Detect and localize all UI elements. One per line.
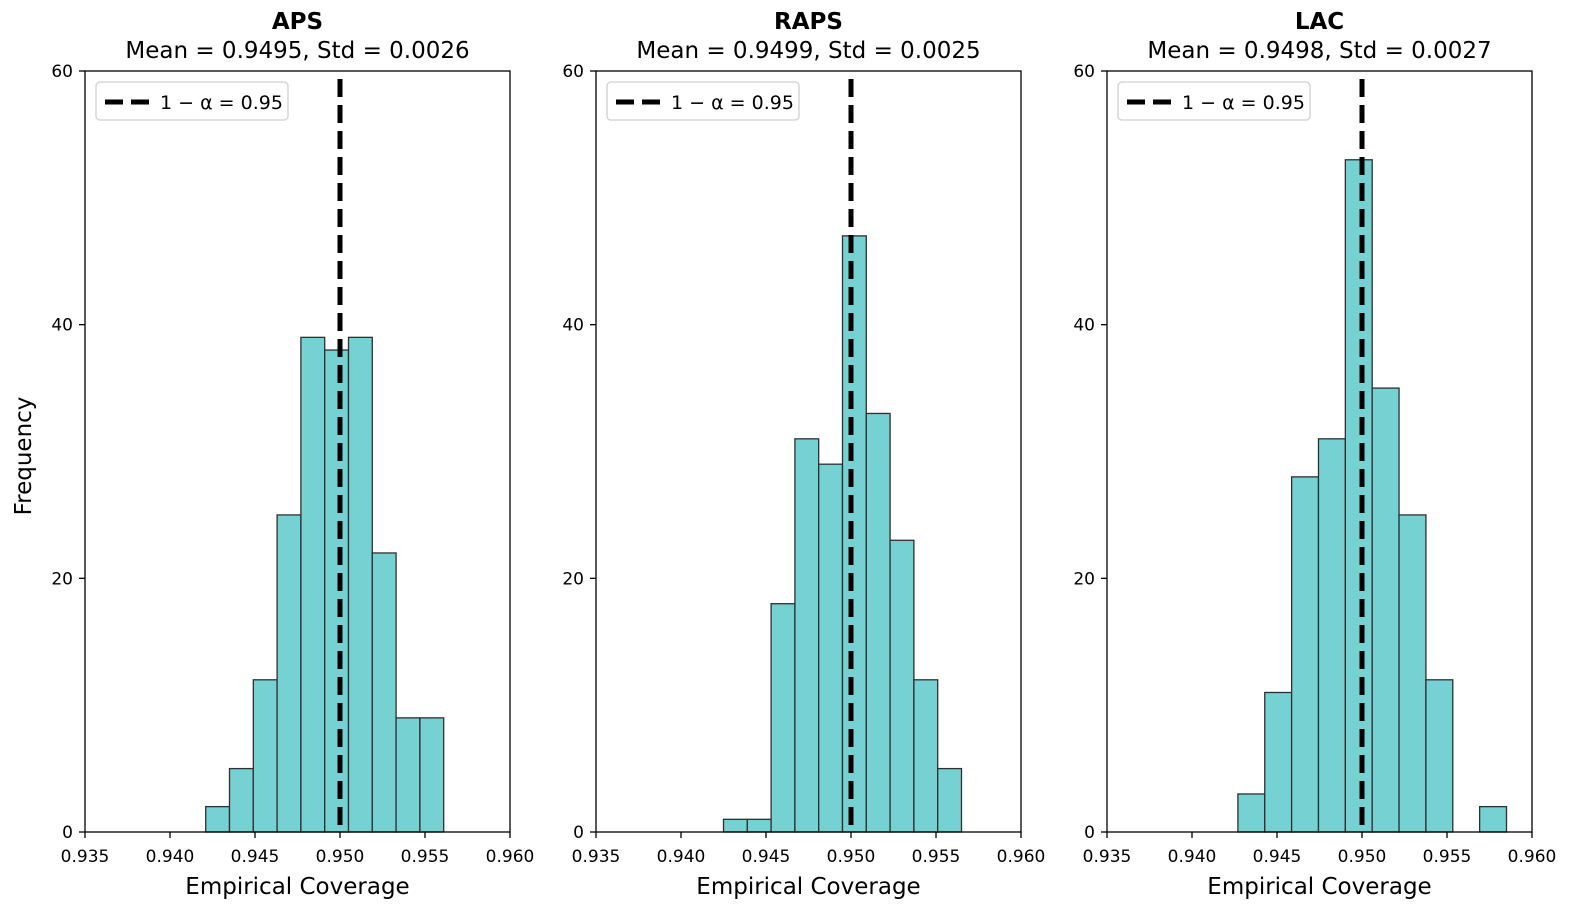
aps-bar [371,552,397,833]
lac-legend [1117,81,1311,121]
aps-bar [324,349,350,833]
lac-x-tick-label: 0.945 [1253,847,1302,867]
lac-bar [1290,476,1320,833]
aps-y-tick-label: 60 [51,62,73,82]
aps-y-tick-label: 0 [62,823,73,843]
aps-bar [395,717,421,833]
lac-bar [1371,387,1400,833]
aps-y-tick-label: 40 [51,316,73,336]
raps-bar [841,235,867,833]
raps-bar [746,818,772,833]
aps-title: APS [272,9,323,35]
raps-bar [818,463,844,833]
raps-y-tick-label: 20 [562,569,584,589]
raps-bar [770,603,796,833]
aps-x-axis-label: Empirical Coverage [185,874,409,900]
raps-bar [865,412,891,833]
raps-x-tick-label: 0.960 [997,847,1046,867]
lac-x-tick-label: 0.955 [1423,847,1472,867]
aps-axes-frame [84,70,511,833]
aps-legend [95,81,289,121]
raps-x-axis-label: Empirical Coverage [696,874,920,900]
lac-x-tick-label: 0.950 [1338,847,1387,867]
aps-bar [228,767,254,833]
aps-legend-label: 1 − α = 0.95 [160,92,283,114]
lac-title: LAC [1295,9,1344,35]
raps-y-tick-label: 40 [562,316,584,336]
lac-y-tick-label: 40 [1073,316,1095,336]
lac-bar [1398,514,1427,833]
raps-axes-frame [595,70,1022,833]
raps-x-tick-label: 0.940 [657,847,706,867]
raps-bar [937,767,963,833]
raps-title: RAPS [774,9,843,35]
aps-x-tick-label: 0.960 [486,847,535,867]
raps-bar [794,438,820,833]
aps-x-tick-label: 0.940 [146,847,195,867]
lac-bar [1237,793,1266,833]
aps-bar [276,514,302,833]
lac-y-tick-label: 20 [1073,569,1095,589]
lac-bar [1317,438,1346,833]
lac-x-tick-label: 0.935 [1083,847,1132,867]
raps-bar [722,818,748,833]
lac-x-axis-label: Empirical Coverage [1207,874,1431,900]
aps-y-tick-label: 20 [51,569,73,589]
aps-bar [300,336,326,833]
lac-axes-frame [1106,70,1533,833]
lac-x-tick-label: 0.960 [1508,847,1557,867]
raps-subtitle: Mean = 0.9499, Std = 0.0025 [636,38,980,64]
lac-bar [1425,679,1454,833]
raps-x-tick-label: 0.950 [827,847,876,867]
aps-subtitle: Mean = 0.9495, Std = 0.0026 [125,38,469,64]
aps-x-tick-label: 0.955 [401,847,450,867]
raps-y-tick-label: 60 [562,62,584,82]
aps-x-tick-label: 0.945 [231,847,280,867]
lac-bar [1264,691,1293,833]
lac-subtitle: Mean = 0.9498, Std = 0.0027 [1147,38,1491,64]
y-axis-label: Frequency [11,397,37,516]
raps-x-tick-label: 0.955 [912,847,961,867]
aps-bar [205,805,231,833]
lac-bar [1478,805,1508,833]
raps-legend-label: 1 − α = 0.95 [671,92,794,114]
aps-x-tick-label: 0.935 [61,847,110,867]
aps-bar [347,336,373,833]
raps-bar [889,539,915,833]
lac-bar [1344,159,1373,833]
raps-x-tick-label: 0.945 [742,847,791,867]
raps-legend [606,81,800,121]
raps-x-tick-label: 0.935 [572,847,621,867]
lac-y-tick-label: 0 [1084,823,1095,843]
raps-y-tick-label: 0 [573,823,584,843]
aps-x-tick-label: 0.950 [316,847,365,867]
lac-legend-label: 1 − α = 0.95 [1182,92,1305,114]
lac-y-tick-label: 60 [1073,62,1095,82]
aps-bar [252,679,278,833]
raps-bar [913,679,939,833]
aps-bar [419,717,445,833]
lac-x-tick-label: 0.940 [1168,847,1217,867]
